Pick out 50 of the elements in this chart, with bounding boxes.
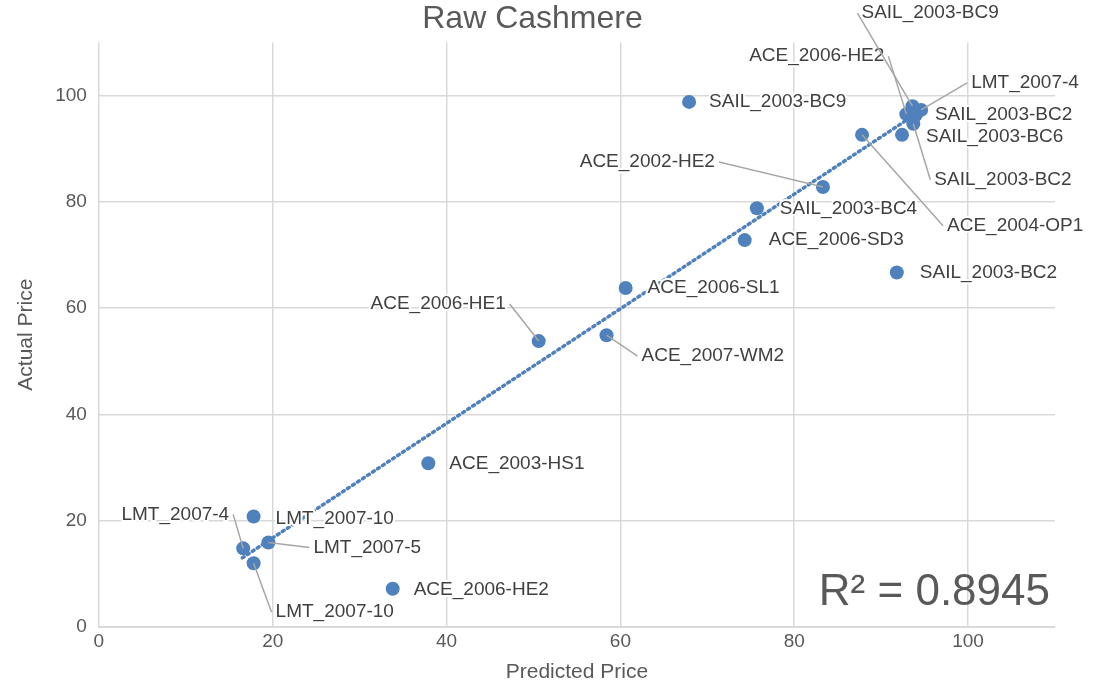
point [889,265,904,280]
point [618,280,633,295]
annotation: SAIL_2003-BC4 [779,197,918,220]
x-tick-label: 60 [609,629,631,651]
annotation: ACE_2003-HS1 [449,451,585,474]
annotation: ACE_2006-HE1 [370,292,506,315]
annotation: ACE_2007-WM2 [641,344,785,367]
x-tick-label: 40 [436,629,458,651]
annotation: LMT_2007-4 [121,502,230,525]
point [737,233,752,248]
annotation: ACE_2006-HE2 [413,577,549,600]
annotation: LMT_2007-10 [275,600,394,623]
point [246,556,261,571]
annotation: ACE_2004-OP1 [947,214,1084,237]
annotation: SAIL_2003-BC9 [861,1,999,24]
y-tick-label: 20 [65,508,87,530]
point [599,328,614,343]
point [855,127,870,142]
annotation: LMT_2007-5 [313,535,422,558]
y-tick-label: 80 [65,190,87,212]
x-tick-label: 80 [783,629,805,651]
y-tick-label: 100 [55,83,87,105]
x-tick-label: 100 [952,629,984,651]
point [421,456,436,471]
chart-title: Raw Cashmere [422,0,643,36]
annotation: ACE_2006-SD3 [768,228,904,251]
annotation: SAIL_2003-BC9 [709,90,847,113]
annotation: ACE_2002-HE2 [579,150,715,173]
point [815,179,830,194]
annotation: SAIL_2003-BC2 [919,260,1058,283]
y-tick-label: 60 [65,296,87,318]
x-tick-label: 20 [262,629,284,651]
annotation: SAIL_2003-BC6 [926,125,1064,148]
point [246,509,261,524]
annotation: R² = 0.8945 [818,565,1050,615]
y-tick-label: 0 [76,615,87,637]
annotation: SAIL_2003-BC2 [934,102,1073,125]
point [236,541,251,556]
point [895,127,910,142]
point [385,581,400,596]
point [531,334,546,349]
y-tick-label: 40 [65,402,87,424]
annotation: ACE_2006-HE2 [749,44,885,67]
annotation: SAIL_2003-BC2 [934,167,1072,190]
annotation: LMT_2007-4 [971,71,1080,94]
point [682,94,697,109]
y-axis-title: Actual Price [13,278,37,391]
x-axis-title: Predicted Price [505,659,649,683]
point [749,201,764,216]
x-tick-label: 0 [93,629,105,651]
